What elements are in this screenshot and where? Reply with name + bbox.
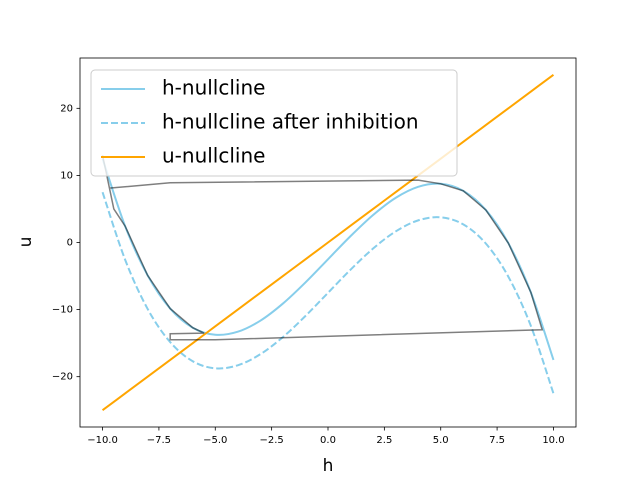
x-tick-label: 2.5	[376, 435, 392, 446]
legend-label: h-nullcline after inhibition	[162, 110, 419, 134]
y-axis-label: u	[16, 237, 36, 248]
y-tick-label: −20	[52, 372, 73, 383]
y-tick-label: 20	[60, 103, 73, 114]
x-tick-label: 5.0	[433, 435, 449, 446]
plot-area	[101, 73, 555, 412]
series-line	[101, 73, 555, 412]
legend: h-nullcline h-nullcline after inhibition u…	[90, 69, 458, 177]
x-tick-label: 10.0	[542, 435, 564, 446]
x-tick-label: 7.5	[489, 435, 505, 446]
x-tick-label: −5.0	[203, 435, 227, 446]
series-line	[101, 158, 555, 361]
x-tick-label: −7.5	[147, 435, 171, 446]
trajectory	[101, 155, 544, 341]
x-tick-label: −10.0	[87, 435, 118, 446]
y-tick-label: −10	[52, 305, 73, 316]
legend-box	[90, 69, 458, 177]
y-tick-label: 10	[60, 170, 73, 181]
x-tick-label: 0.0	[320, 435, 336, 446]
series-line	[101, 191, 555, 394]
x-tick-label: −2.5	[259, 435, 283, 446]
legend-label: h-nullcline	[162, 76, 265, 100]
legend-label: u-nullcline	[162, 144, 265, 168]
x-axis-label: h	[323, 456, 334, 476]
y-tick-label: 0	[67, 238, 73, 249]
